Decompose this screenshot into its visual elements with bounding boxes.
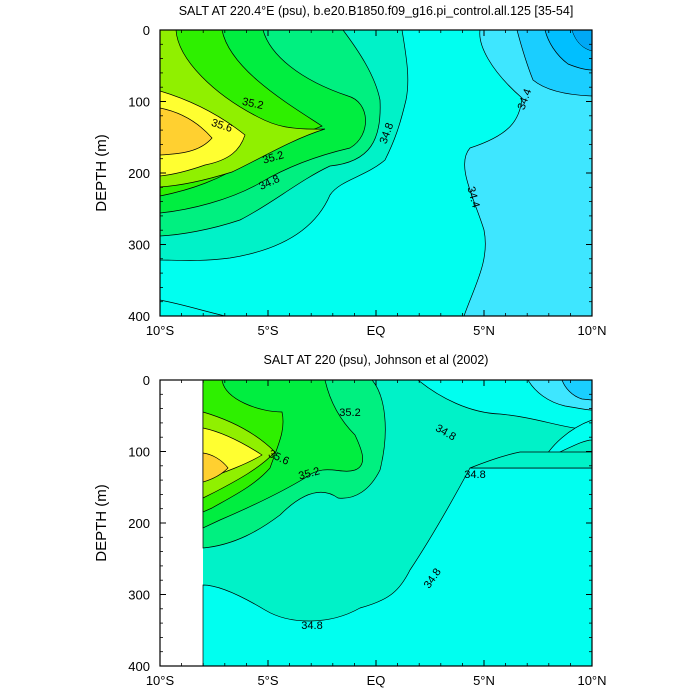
x-tick-label: EQ [367, 673, 386, 688]
panel-top-title: SALT AT 220.4°E (psu), b.e20.B1850.f09_g… [179, 4, 574, 18]
fill-level-above-35.8 [160, 107, 213, 156]
x-tick-label: 5°S [257, 673, 278, 688]
contour-label: 35.2 [297, 465, 321, 482]
y-tick-label: 0 [143, 23, 150, 38]
panel-top-ylabel: DEPTH (m) [93, 134, 110, 212]
contour-label: 34.8 [301, 620, 322, 632]
x-tick-label: 5°N [473, 323, 495, 338]
panel-top-contours [160, 30, 592, 316]
contour-label: 35.2 [261, 149, 285, 166]
fill-level-34.2-core [571, 30, 592, 52]
y-tick-label: 200 [128, 516, 150, 531]
panel-top-xticks: 10°S 5°S EQ 5°N 10°N [146, 30, 607, 338]
y-tick-label: 300 [128, 588, 150, 603]
fill-level-34.8-shelf [469, 451, 592, 469]
x-tick-label: 5°N [473, 673, 495, 688]
x-tick-label: 10°S [146, 323, 175, 338]
panel-bottom-yticks: 0 100 200 300 400 [128, 373, 592, 674]
y-tick-label: 400 [128, 309, 150, 324]
panel-bottom-contours [160, 380, 592, 666]
x-tick-label: 10°S [146, 673, 175, 688]
contour-label: 34.8 [464, 469, 485, 481]
contour-label: 35.2 [241, 96, 264, 112]
x-tick-label: 10°N [577, 323, 606, 338]
contour-label: 34.4 [464, 185, 481, 209]
panel-bottom: SALT AT 220 (psu), Johnson et al (2002) … [93, 353, 607, 688]
panel-bottom-ylabel: DEPTH (m) [93, 484, 110, 562]
x-tick-label: EQ [367, 323, 386, 338]
contour-label: 35.2 [339, 407, 360, 419]
fill-level-above-35.8 [202, 452, 229, 483]
y-tick-label: 200 [128, 166, 150, 181]
x-tick-label: 10°N [577, 673, 606, 688]
y-tick-label: 0 [143, 373, 150, 388]
panel-bottom-title: SALT AT 220 (psu), Johnson et al (2002) [264, 353, 489, 367]
fill-level-34.8-deep [202, 467, 592, 666]
y-tick-label: 100 [128, 445, 150, 460]
y-tick-label: 400 [128, 659, 150, 674]
panel-top-yticks: 0 100 200 300 400 [128, 23, 592, 324]
panel-top: SALT AT 220.4°E (psu), b.e20.B1850.f09_g… [93, 4, 607, 338]
y-tick-label: 300 [128, 238, 150, 253]
fill-level-below-34.2 [561, 380, 592, 401]
x-tick-label: 5°S [257, 323, 278, 338]
panel-bottom-xticks: 10°S 5°S EQ 5°N 10°N [146, 380, 607, 688]
y-tick-label: 100 [128, 95, 150, 110]
